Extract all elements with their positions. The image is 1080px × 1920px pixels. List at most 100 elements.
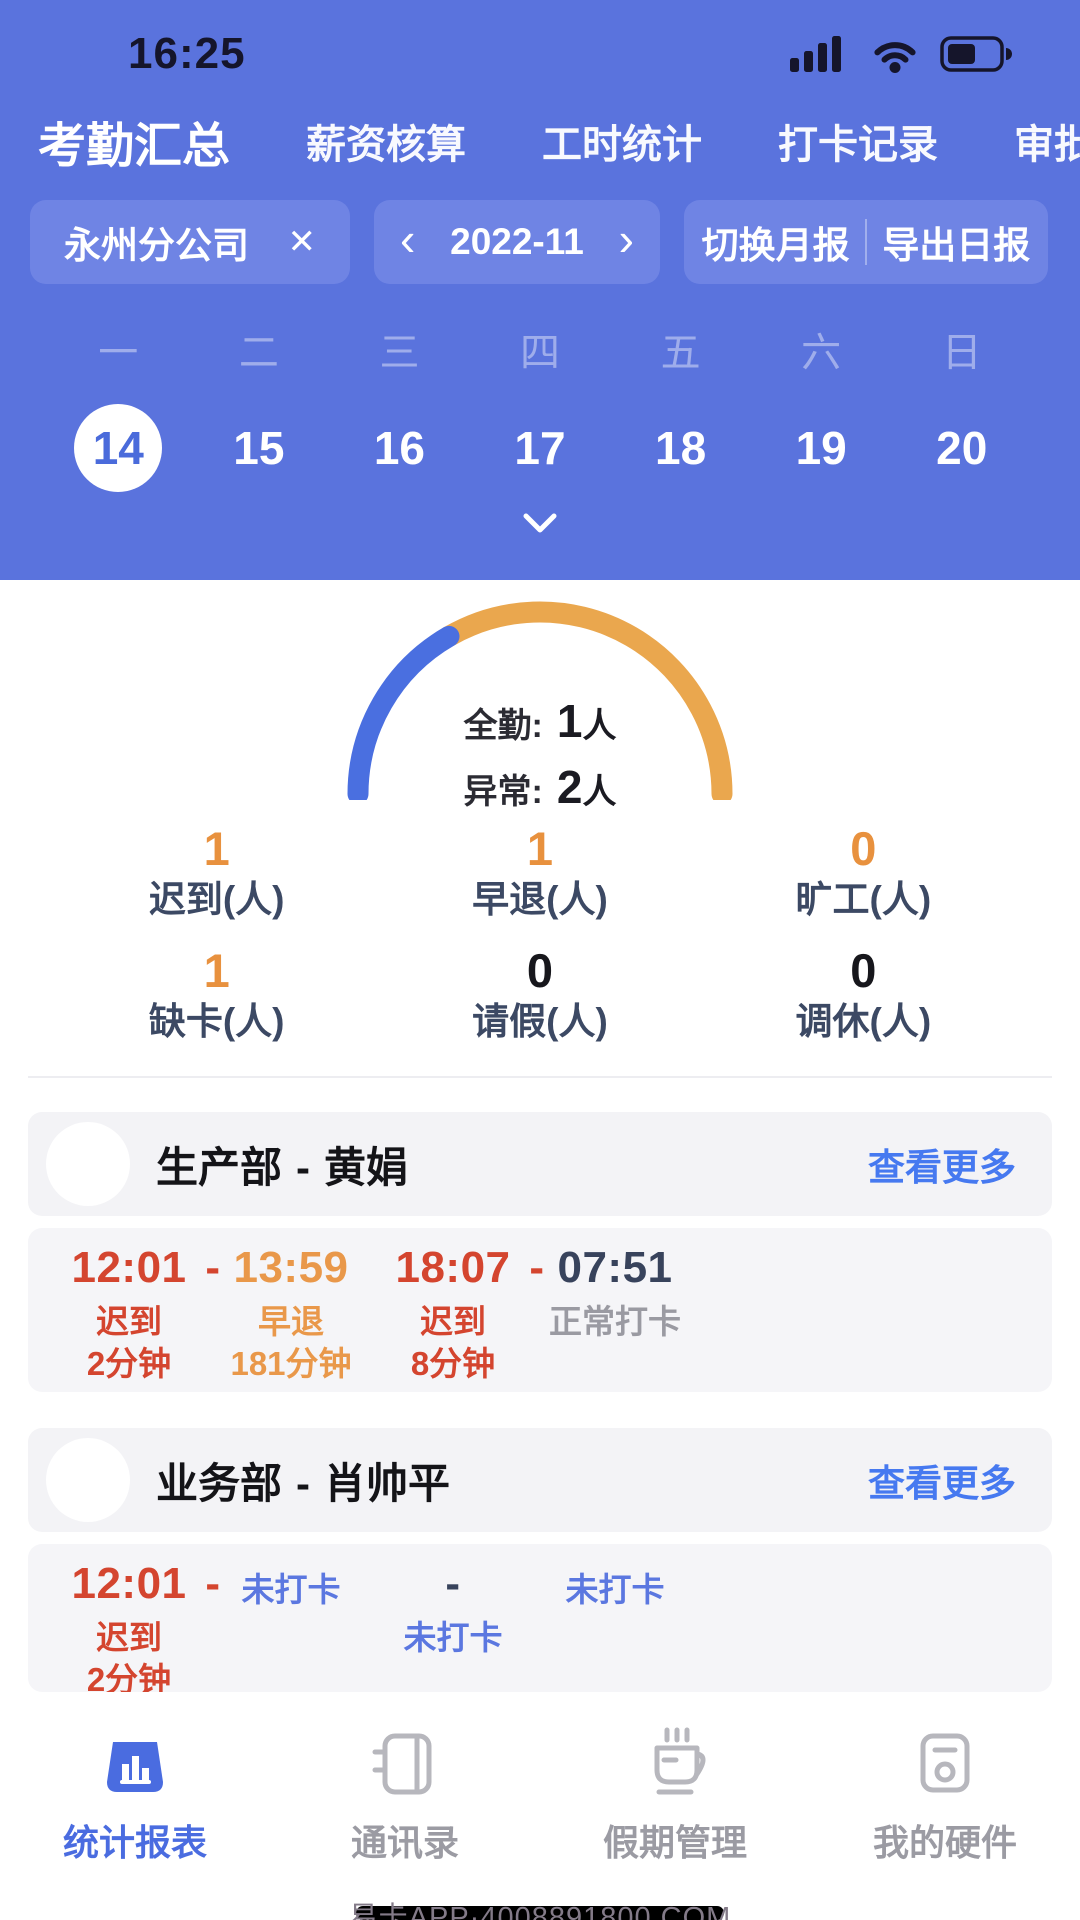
- stat-absent: 0 旷工(人): [702, 824, 1025, 920]
- punch-status: 未打卡: [403, 1619, 503, 1656]
- punch-status: 早退: [258, 1303, 324, 1340]
- employee-card-header: 生产部 - 黄娟 查看更多: [28, 1112, 1052, 1216]
- department-name: 生产部: [156, 1143, 283, 1191]
- punch-status: 正常打卡: [549, 1303, 681, 1340]
- punch-status: 迟到: [420, 1303, 486, 1340]
- employee-card-xiaoshuaiping: 业务部 - 肖帅平 查看更多 12:01 - 迟到 2分钟 未打卡 - 未打卡 未打…: [28, 1428, 1052, 1692]
- expand-calendar-chevron-down-icon[interactable]: [520, 512, 560, 536]
- stat-missing-punch-value: 1: [203, 944, 230, 997]
- stat-early-leave-value: 1: [526, 822, 554, 875]
- watermark-text: 易卡APP·4008891800.COM: [348, 1902, 732, 1920]
- attendance-stats-grid: 1 迟到(人) 1 早退(人) 0 旷工(人) 1 缺卡(人) 0 请假(人) …: [0, 824, 1080, 1042]
- view-more-link[interactable]: 查看更多: [868, 1147, 1016, 1188]
- date-16[interactable]: 16: [373, 422, 426, 474]
- bottom-tab-bar: 统计报表 通讯录 假期管理 我的硬件: [0, 1722, 1080, 1866]
- date-strip: 14 15 16 17 18 19 20: [0, 404, 1080, 492]
- punch-time: 13:59: [233, 1243, 349, 1292]
- date-18[interactable]: 18: [655, 422, 707, 474]
- punch-record: 12:01 - 迟到 2分钟: [48, 1244, 220, 1382]
- title-dash: -: [296, 1459, 311, 1507]
- home-indicator[interactable]: [356, 1906, 724, 1920]
- switch-monthly-button[interactable]: 切换月报: [701, 225, 850, 266]
- date-14-selected[interactable]: 14: [74, 404, 163, 492]
- punch-status: 迟到: [96, 1619, 162, 1656]
- tab-contacts[interactable]: 通讯录: [270, 1722, 540, 1866]
- attendance-gauge-section: 全勤: 1人 异常: 2人: [0, 590, 1080, 813]
- full-attendance-label: 全勤:: [463, 707, 543, 745]
- weekday-sat: 六: [801, 331, 842, 375]
- punch-detail: 181分钟: [230, 1345, 352, 1382]
- next-month-icon[interactable]: ›: [618, 213, 634, 265]
- wifi-icon: [874, 42, 916, 73]
- stat-missing-punch-label: 缺卡(人): [148, 1001, 285, 1042]
- stat-late-label: 迟到(人): [148, 879, 285, 920]
- date-17[interactable]: 17: [514, 422, 566, 474]
- punch-records-row: 12:01 - 迟到 2分钟 未打卡 - 未打卡 未打卡: [28, 1544, 1052, 1692]
- clear-company-icon[interactable]: ✕: [287, 223, 317, 261]
- stat-comp-rest-label: 调休(人): [795, 1001, 932, 1042]
- weekday-mon: 一: [98, 331, 139, 375]
- department-name: 业务部: [156, 1459, 283, 1507]
- punch-record: 未打卡: [534, 1560, 696, 1692]
- punch-record: 18:07 - 迟到 8分钟: [372, 1244, 544, 1382]
- company-name: 永州分公司: [64, 225, 249, 266]
- time-separator: -: [529, 1243, 544, 1292]
- view-more-link[interactable]: 查看更多: [868, 1463, 1016, 1504]
- weekday-thu: 四: [520, 331, 561, 375]
- stat-leave: 0 请假(人): [378, 946, 701, 1042]
- header-section: 16:25 考勤汇总 薪资核算 工时统计 打卡记录 审批: [0, 0, 1080, 580]
- tab-attendance-summary[interactable]: 考勤汇总: [38, 120, 231, 173]
- export-daily-button[interactable]: 导出日报: [882, 225, 1031, 266]
- punch-detail: 2分钟: [86, 1661, 172, 1693]
- section-divider: [28, 1076, 1052, 1078]
- tab-label: 我的硬件: [872, 1822, 1017, 1863]
- stat-early-leave-label: 早退(人): [472, 879, 608, 920]
- stat-comp-rest: 0 调休(人): [702, 946, 1025, 1042]
- stat-leave-value: 0: [526, 944, 554, 997]
- tab-holiday-management[interactable]: 假期管理: [540, 1722, 810, 1866]
- gauge-arc-abnormal: [438, 601, 733, 800]
- date-15[interactable]: 15: [233, 422, 285, 474]
- tab-my-hardware[interactable]: 我的硬件: [810, 1722, 1080, 1866]
- tab-work-hours[interactable]: 工时统计: [542, 123, 703, 167]
- stat-leave-label: 请假(人): [472, 1001, 608, 1042]
- stat-missing-punch: 1 缺卡(人): [55, 946, 378, 1042]
- date-19[interactable]: 19: [795, 422, 847, 474]
- tab-label: 假期管理: [602, 1822, 747, 1863]
- tab-approval[interactable]: 审批: [1014, 123, 1080, 167]
- abnormal-unit: 人: [582, 773, 617, 811]
- abnormal-label: 异常:: [463, 773, 543, 811]
- hardware-device-icon: [920, 1733, 970, 1793]
- punch-status: 迟到: [96, 1303, 162, 1340]
- punch-records-row: 12:01 - 迟到 2分钟 13:59 早退 181分钟 18:07 - 迟到…: [28, 1228, 1052, 1392]
- avatar: [46, 1438, 130, 1522]
- status-bar: 16:25: [0, 0, 1080, 78]
- time-separator: -: [205, 1559, 220, 1608]
- month-selector-chip: ‹ 2022-11 ›: [374, 200, 660, 284]
- tab-statistics-reports[interactable]: 统计报表: [0, 1722, 270, 1866]
- avatar: [46, 1122, 130, 1206]
- full-attendance-value: 1: [556, 695, 583, 747]
- weekday-header: 一 二 三 四 五 六 日: [0, 320, 1080, 378]
- prev-month-icon[interactable]: ‹: [400, 213, 416, 265]
- tab-punch-records[interactable]: 打卡记录: [778, 123, 939, 167]
- contacts-book-icon: [372, 1733, 432, 1795]
- employee-title: 业务部 - 肖帅平: [156, 1450, 450, 1511]
- date-20[interactable]: 20: [936, 422, 988, 474]
- weekday-fri: 五: [660, 331, 701, 375]
- chip-divider: [864, 219, 867, 265]
- signal-icon: [790, 36, 841, 72]
- company-filter-chip[interactable]: 永州分公司 ✕: [30, 200, 350, 284]
- battery-icon: [940, 36, 1012, 72]
- weekday-sun: 日: [941, 331, 982, 375]
- punch-detail: 2分钟: [86, 1345, 172, 1382]
- attendance-gauge: [347, 601, 733, 800]
- stat-late: 1 迟到(人): [55, 824, 378, 920]
- gauge-arc-full: [347, 625, 460, 800]
- selected-month: 2022-11: [450, 221, 584, 262]
- stat-late-value: 1: [203, 822, 230, 875]
- punch-status: 未打卡: [241, 1571, 341, 1608]
- report-actions-chip: 切换月报 导出日报: [684, 200, 1048, 284]
- punch-record: - 未打卡: [372, 1560, 534, 1692]
- tab-payroll[interactable]: 薪资核算: [306, 123, 467, 167]
